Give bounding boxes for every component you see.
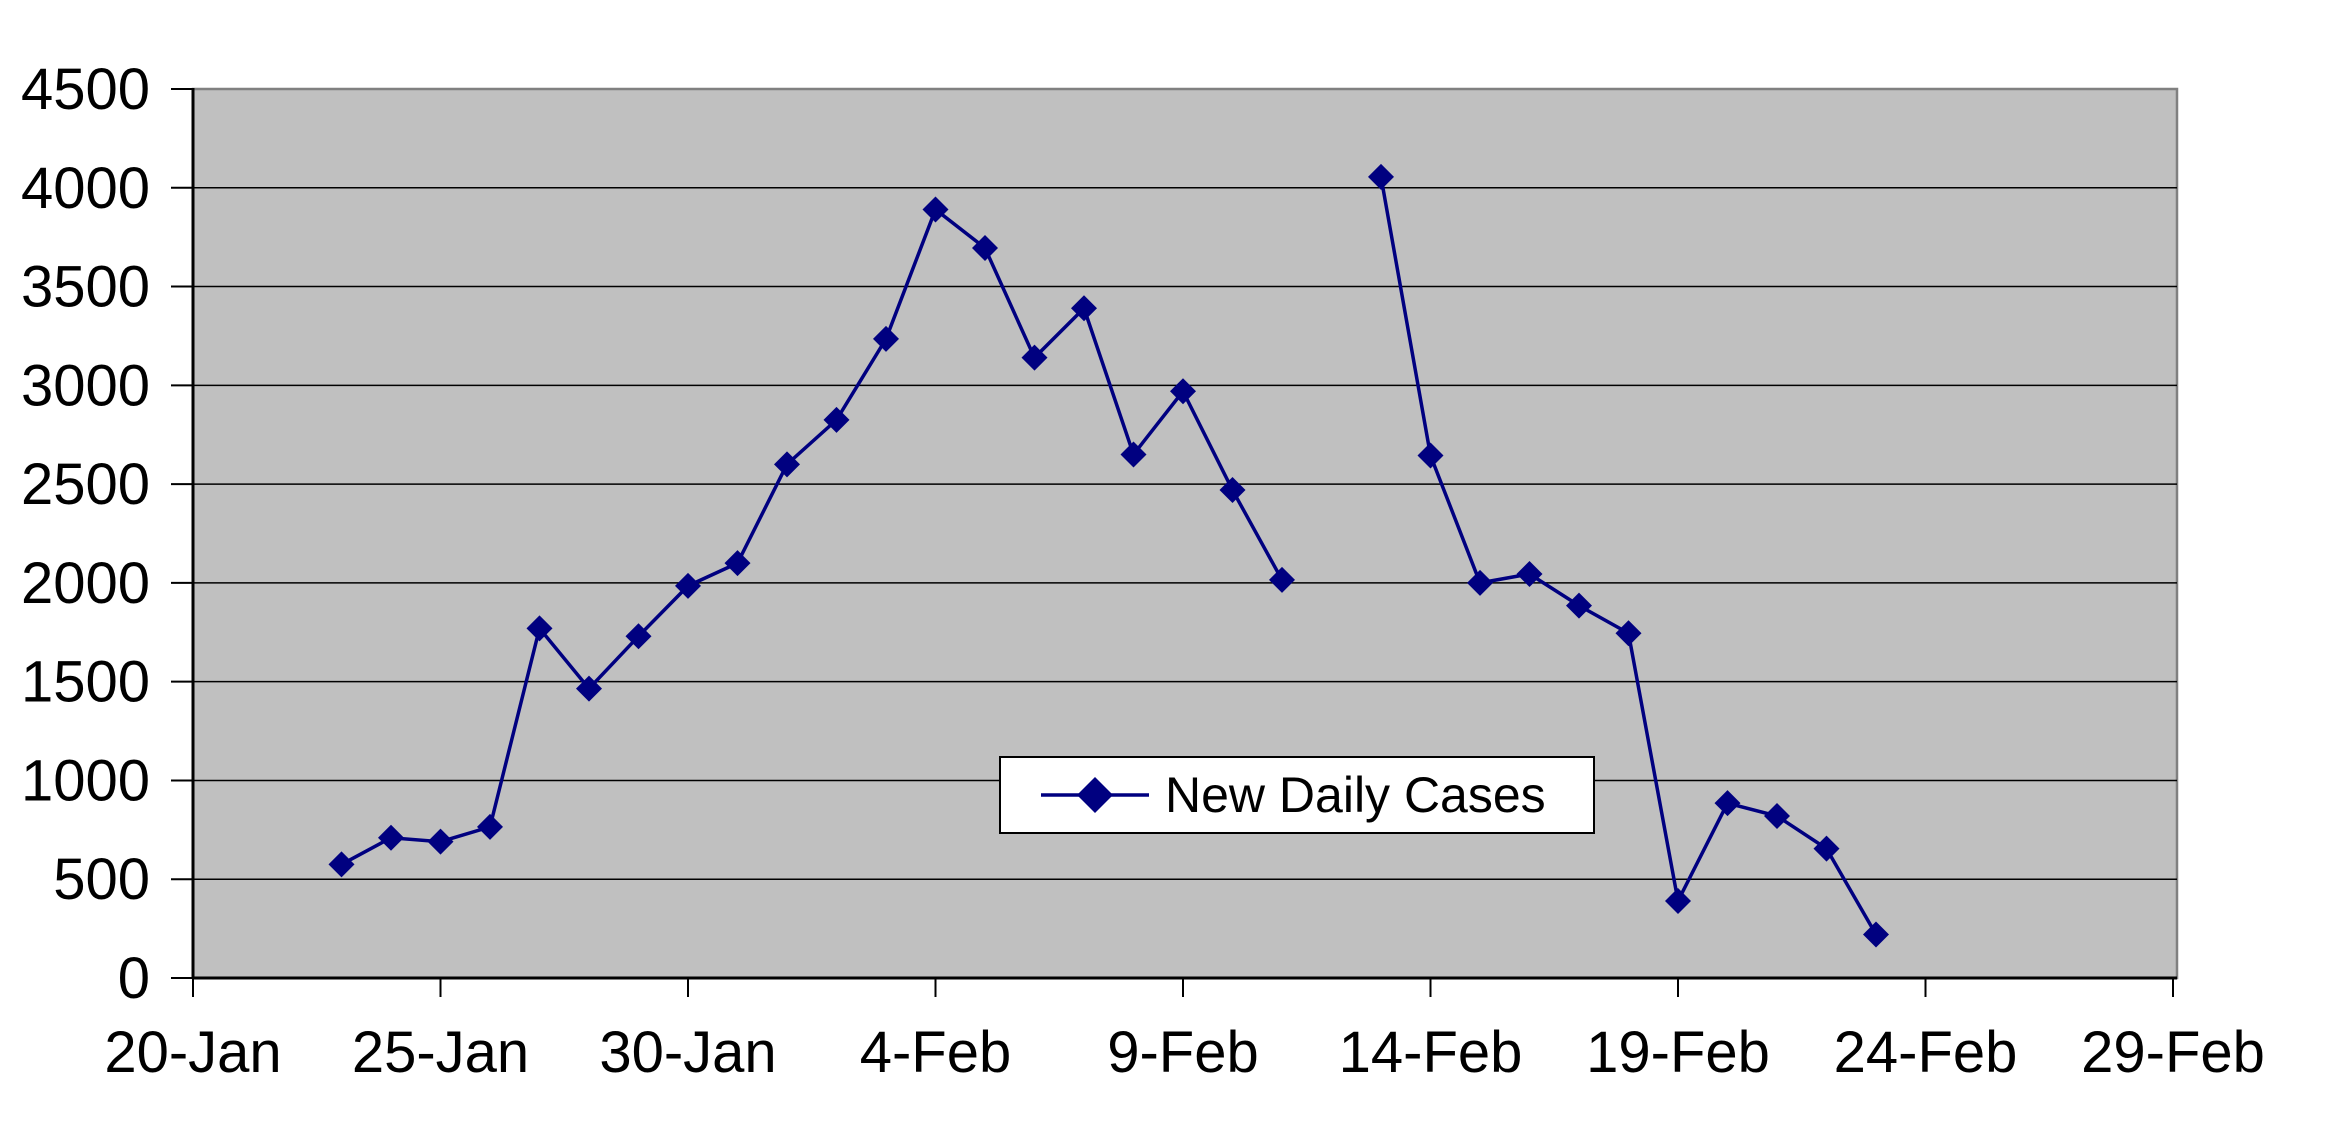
x-tick-label: 24-Feb [1834, 1020, 2018, 1085]
y-tick-label: 4500 [21, 57, 150, 122]
y-tick-label: 4000 [21, 156, 150, 221]
data-point-marker [328, 851, 355, 878]
y-tick-label: 1000 [21, 748, 150, 813]
data-point-marker [1714, 790, 1741, 817]
data-point-marker [378, 824, 404, 851]
data-point-marker [1516, 560, 1543, 587]
x-tick-label: 30-Jan [599, 1020, 776, 1085]
y-tick-label: 500 [53, 847, 150, 912]
y-tick-label: 3000 [21, 353, 150, 418]
data-point-marker [1071, 295, 1097, 322]
data-point-marker [1368, 163, 1394, 190]
data-point-marker [873, 325, 899, 352]
data-point-marker [427, 828, 454, 855]
y-tick-label: 0 [118, 946, 150, 1011]
data-point-marker [724, 550, 751, 577]
x-tick-label: 9-Feb [1107, 1020, 1259, 1085]
series-line [340, 206, 1284, 866]
y-tick-label: 3500 [21, 255, 150, 320]
data-point-marker [1764, 803, 1790, 830]
y-tick-label: 2000 [21, 551, 150, 616]
data-point-marker [625, 623, 652, 650]
data-point-marker [1467, 569, 1493, 596]
data-point-marker [1219, 477, 1246, 504]
data-point-marker [526, 615, 553, 642]
legend-line-marker-icon [1041, 777, 1149, 813]
data-point-marker [823, 406, 850, 433]
data-point-marker [1566, 592, 1592, 619]
data-point-marker [1021, 344, 1048, 371]
data-point-marker [576, 675, 602, 702]
data-point-marker [1665, 887, 1691, 914]
data-point-marker [1615, 620, 1642, 647]
data-point-marker [1417, 442, 1444, 469]
data-point-marker [972, 235, 998, 262]
data-point-marker [477, 813, 503, 840]
x-tick-label: 20-Jan [104, 1020, 281, 1085]
data-point-marker [1863, 921, 1889, 948]
data-point-marker [922, 196, 949, 223]
x-tick-label: 4-Feb [860, 1020, 1012, 1085]
plot-area [191, 87, 2179, 980]
y-tick-label: 1500 [21, 650, 150, 715]
data-point-marker [675, 572, 701, 599]
data-point-marker [774, 451, 800, 478]
data-point-marker [1813, 835, 1840, 862]
legend-diamond-marker [1077, 777, 1113, 813]
legend: New Daily Cases [999, 756, 1595, 834]
x-tick-label: 29-Feb [2081, 1020, 2265, 1085]
data-point-marker [1170, 378, 1196, 405]
x-tick-label: 25-Jan [352, 1020, 529, 1085]
y-tick-label: 2500 [21, 452, 150, 517]
data-point-marker [1269, 566, 1295, 593]
x-tick-label: 19-Feb [1586, 1020, 1770, 1085]
legend-label: New Daily Cases [1165, 767, 1546, 823]
x-tick-label: 14-Feb [1339, 1020, 1523, 1085]
data-point-marker [1120, 441, 1147, 468]
